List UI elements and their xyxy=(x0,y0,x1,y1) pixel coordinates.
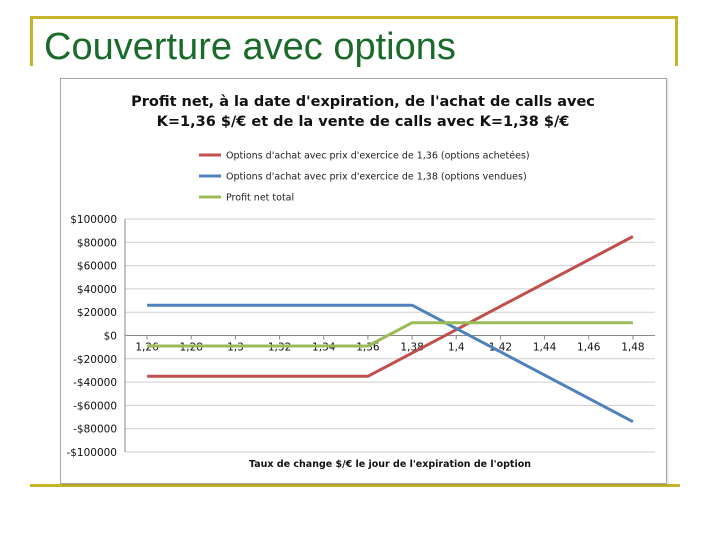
y-tick-label: $80000 xyxy=(77,237,117,249)
right-rule xyxy=(675,16,678,66)
legend-label: Options d'achat avec prix d'exercice de … xyxy=(226,172,527,183)
series-line xyxy=(147,235,634,378)
bottom-rule xyxy=(30,484,680,487)
chart-title: Profit net, à la date d'expiration, de l… xyxy=(131,94,595,130)
y-tick-label: $40000 xyxy=(77,284,117,296)
chart-legend: Options d'achat avec prix d'exercice de … xyxy=(199,151,530,204)
series-line xyxy=(147,303,634,424)
y-axis-ticks: $100000 $80000 $60000 $40000 $20000 $0 -$20000… xyxy=(66,214,117,459)
x-axis-label-group: Taux de change $/€ le jour de l'expirati… xyxy=(249,459,531,470)
x-tick-label: 1,4 xyxy=(448,342,465,354)
series-lines xyxy=(147,235,634,424)
legend-label: Options d'achat avec prix d'exercice de … xyxy=(226,151,530,162)
slide-title: Couverture avec options xyxy=(44,26,456,68)
chart-title-line: Profit net, à la date d'expiration, de l… xyxy=(131,94,595,110)
gridlines xyxy=(124,218,655,453)
chart-frame: Profit net, à la date d'expiration, de l… xyxy=(60,78,667,484)
x-tick-label: 1,44 xyxy=(533,342,557,354)
y-tick-label: -$40000 xyxy=(73,377,117,389)
y-tick-label: -$100000 xyxy=(66,447,117,459)
y-tick-label: $60000 xyxy=(77,261,117,273)
y-tick-label: $100000 xyxy=(70,214,117,226)
left-rule xyxy=(30,16,33,66)
y-tick-label: -$20000 xyxy=(73,354,117,366)
x-axis-label: Taux de change $/€ le jour de l'expirati… xyxy=(249,459,531,470)
x-tick-label: 1,46 xyxy=(577,342,601,354)
x-tick-label: 1,42 xyxy=(489,342,512,354)
legend-label: Profit net total xyxy=(226,193,294,204)
top-rule xyxy=(30,16,678,19)
y-tick-label: -$60000 xyxy=(73,400,117,412)
y-tick-label: $0 xyxy=(104,331,117,343)
x-tick-label: 1,48 xyxy=(621,342,644,354)
y-tick-label: -$80000 xyxy=(73,424,117,436)
y-tick-label: $20000 xyxy=(77,307,117,319)
chart-svg: Profit net, à la date d'expiration, de l… xyxy=(66,94,655,470)
series-line xyxy=(147,321,633,348)
chart-title-line: K=1,36 $/€ et de la vente de calls avec … xyxy=(157,114,570,130)
